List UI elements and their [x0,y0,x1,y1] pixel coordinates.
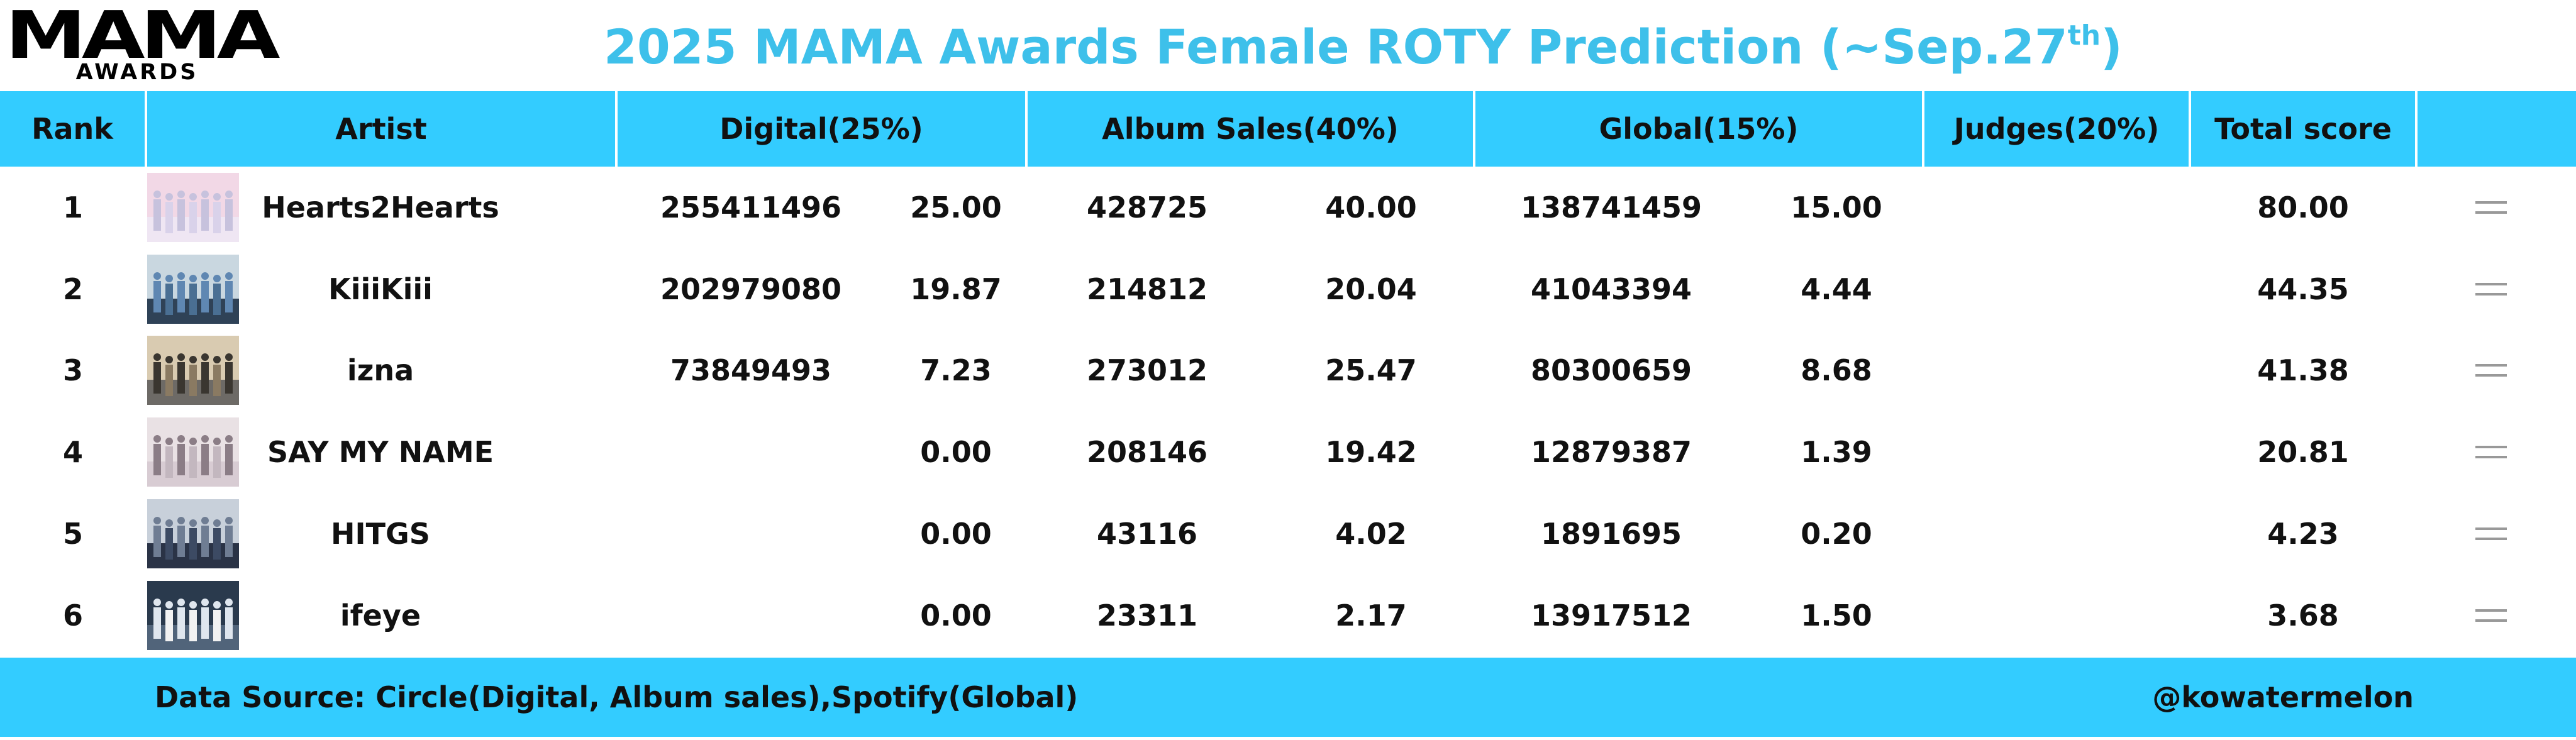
no-change-icon [2475,281,2507,297]
album-sales: 214812 [1086,272,1208,306]
album-sales: 23311 [1096,599,1198,632]
artist-name: HITGS [331,517,430,551]
data-source-note: Data Source: Circle(Digital, Album sales… [155,680,1079,714]
digital-streams: 202979080 [660,272,842,306]
rank-cell: 3 [62,353,83,387]
no-change-icon [2475,199,2507,216]
digital-score: 0.00 [920,435,992,469]
title-superscript: th [2067,19,2101,52]
title-closing: ) [2101,19,2123,75]
no-change-icon [2475,444,2507,460]
digital-score: 0.00 [920,517,992,551]
total-score: 20.81 [2257,435,2349,469]
total-score: 44.35 [2257,272,2349,306]
global-score: 1.39 [1801,435,1872,469]
album-sales: 208146 [1086,435,1208,469]
header-artist: Artist [147,91,618,167]
digital-score: 19.87 [910,272,1002,306]
judges-score [1963,329,2152,411]
digital-score: 25.00 [910,191,1002,224]
global-score: 1.50 [1801,599,1872,632]
rank-cell: 4 [62,435,83,469]
header-digital: Digital(25%) [618,91,1028,167]
rank-cell: 6 [62,599,83,632]
global-score: 0.20 [1801,517,1872,551]
album-sales: 43116 [1096,517,1198,551]
table-row: 2 KiiiKiii 202979080 19.87 214812 20.04 410433… [0,248,2576,330]
header-global: Global(15%) [1475,91,1924,167]
artist-photo [147,581,239,650]
header-change [2418,91,2576,167]
author-handle: @kowatermelon [2152,680,2414,714]
digital-streams [638,575,864,656]
digital-streams: 255411496 [660,191,842,224]
no-change-icon [2475,607,2507,624]
global-streams: 80300659 [1530,353,1692,387]
table-row: 4 SAY MY NAME 0.00 208146 19.42 12879387 1.39 2… [0,411,2576,493]
artist-photo [147,336,239,405]
no-change-icon [2475,362,2507,378]
artist-photo [147,417,239,487]
header-album-sales: Album Sales(40%) [1028,91,1475,167]
album-score: 20.04 [1325,272,1417,306]
rank-cell: 1 [62,191,83,224]
header-rank: Rank [0,91,147,167]
artist-name: izna [347,353,414,387]
total-score: 3.68 [2267,599,2339,632]
global-streams: 12879387 [1530,435,1692,469]
judges-score [1963,248,2152,330]
page-title: 2025 MAMA Awards Female ROTY Prediction … [604,13,2123,82]
global-streams: 1891695 [1540,517,1682,551]
no-change-icon [2475,526,2507,542]
digital-score: 0.00 [920,599,992,632]
artist-photo [147,173,239,242]
album-sales: 273012 [1086,353,1208,387]
digital-score: 7.23 [920,353,992,387]
artist-name: ifeye [340,599,421,632]
judges-score [1963,411,2152,493]
digital-streams: 73849493 [670,353,832,387]
album-score: 19.42 [1325,435,1417,469]
global-streams: 13917512 [1530,599,1692,632]
artist-photo [147,499,239,568]
table-row: 3 izna 73849493 7.23 273012 25.47 80300659 8.68… [0,329,2576,411]
global-score: 15.00 [1790,191,1882,224]
global-streams: 138741459 [1520,191,1702,224]
album-sales: 428725 [1086,191,1208,224]
header-total-score: Total score [2191,91,2418,167]
global-score: 8.68 [1801,353,1872,387]
artist-name: SAY MY NAME [267,435,494,469]
rank-cell: 5 [62,517,83,551]
album-score: 4.02 [1335,517,1407,551]
artist-name: Hearts2Hearts [262,191,499,224]
logo-wordmark: MAMA [5,0,280,74]
table-row: 1 Hearts2Hearts 255411496 25.00 428725 40.00 1… [0,167,2576,248]
total-score: 4.23 [2267,517,2339,551]
header-judges: Judges(20%) [1924,91,2191,167]
global-score: 4.44 [1801,272,1872,306]
logo-subtitle: AWARDS [75,60,199,85]
judges-score [1963,167,2152,248]
mama-awards-logo: MAMA AWARDS [5,3,280,85]
rank-cell: 2 [62,272,83,306]
table-row: 6 ifeye 0.00 23311 2.17 13917512 1.50 3.68 [0,575,2576,656]
digital-streams [638,411,864,493]
judges-score [1963,493,2152,575]
total-score: 80.00 [2257,191,2349,224]
album-score: 25.47 [1325,353,1417,387]
total-score: 41.38 [2257,353,2349,387]
judges-score [1963,575,2152,656]
album-score: 40.00 [1325,191,1417,224]
table-footer: Data Source: Circle(Digital, Album sales… [0,658,2576,737]
table-row: 5 HITGS 0.00 43116 4.02 1891695 0.20 4.23 [0,493,2576,575]
digital-streams [638,493,864,575]
album-score: 2.17 [1335,599,1407,632]
artist-photo [147,255,239,324]
artist-name: KiiiKiii [328,272,433,306]
table-header: Rank Artist Digital(25%) Album Sales(40%… [0,91,2576,167]
global-streams: 41043394 [1530,272,1692,306]
title-text: 2025 MAMA Awards Female ROTY Prediction … [604,19,2068,75]
